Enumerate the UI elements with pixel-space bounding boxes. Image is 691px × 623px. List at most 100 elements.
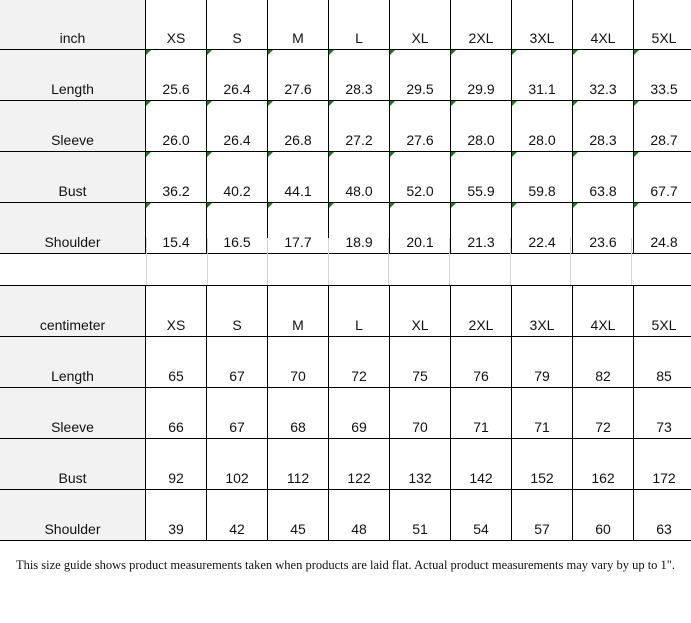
size-header: 4XL — [572, 0, 634, 50]
measurement-value: 132 — [389, 438, 451, 490]
measurement-value: 48.0 — [328, 151, 390, 203]
header-row: centimeter XS S M L XL 2XL 3XL 4XL 5XL — [0, 285, 691, 337]
measurement-value: 26.4 — [206, 49, 268, 101]
measurement-value: 28.3 — [328, 49, 390, 101]
size-header: 4XL — [572, 285, 634, 337]
measurement-value: 36.2 — [145, 151, 207, 203]
measurement-value: 44.1 — [267, 151, 329, 203]
measurement-value: 63 — [633, 489, 691, 541]
table-row: Bust 36.2 40.2 44.1 48.0 52.0 55.9 59.8 63.8 67.7 — [0, 151, 691, 203]
measurement-value: 20.1 — [389, 202, 451, 254]
size-header: 5XL — [633, 285, 691, 337]
measurement-value: 28.0 — [511, 100, 573, 152]
measurement-value: 24.8 — [633, 202, 691, 254]
measurement-label: Sleeve — [0, 387, 146, 439]
measurement-value: 31.1 — [511, 49, 573, 101]
size-header: XL — [389, 0, 451, 50]
centimeter-size-table: centimeter XS S M L XL 2XL 3XL 4XL 5XL Length 65 67 7… — [0, 285, 691, 541]
measurement-value: 142 — [450, 438, 512, 490]
gridline — [146, 238, 147, 285]
size-header: S — [206, 0, 268, 50]
measurement-value: 27.6 — [267, 49, 329, 101]
measurement-value: 59.8 — [511, 151, 573, 203]
spacer-row — [0, 238, 691, 285]
table-row: Length 25.6 26.4 27.6 28.3 29.5 29.9 31.1 32.3 33… — [0, 49, 691, 101]
measurement-value: 67.7 — [633, 151, 691, 203]
measurement-label: Bust — [0, 438, 146, 490]
gridline — [327, 238, 329, 285]
size-header: XS — [145, 0, 207, 50]
measurement-value: 28.0 — [450, 100, 512, 152]
measurement-value: 85 — [633, 336, 691, 388]
measurement-value: 172 — [633, 438, 691, 490]
size-header: 2XL — [450, 285, 512, 337]
measurement-value: 28.7 — [633, 100, 691, 152]
measurement-value: 75 — [389, 336, 451, 388]
measurement-value: 40.2 — [206, 151, 268, 203]
size-header: 3XL — [511, 0, 573, 50]
size-header: L — [328, 0, 390, 50]
measurement-value: 69 — [328, 387, 390, 439]
measurement-value: 73 — [633, 387, 691, 439]
measurement-value: 92 — [145, 438, 207, 490]
size-header: 2XL — [450, 0, 512, 50]
measurement-value: 52.0 — [389, 151, 451, 203]
table-row: Sleeve 66 67 68 69 70 71 71 72 73 — [0, 387, 691, 439]
measurement-label: Length — [0, 49, 146, 101]
measurement-value: 112 — [267, 438, 329, 490]
size-header: 5XL — [633, 0, 691, 50]
measurement-value: 42 — [206, 489, 268, 541]
measurement-value: 63.8 — [572, 151, 634, 203]
table-row: Length 65 67 70 72 75 76 79 82 85 — [0, 336, 691, 388]
measurement-value: 22.4 — [511, 202, 573, 254]
measurement-value: 29.5 — [389, 49, 451, 101]
size-guide-note: This size guide shows product measuremen… — [15, 558, 676, 572]
measurement-value: 16.5 — [206, 202, 268, 254]
table-row: Bust 92 102 112 122 132 142 152 162 172 — [0, 438, 691, 490]
measurement-value: 152 — [511, 438, 573, 490]
measurement-value: 33.5 — [633, 49, 691, 101]
measurement-value: 67 — [206, 387, 268, 439]
size-header: 3XL — [511, 285, 573, 337]
table-row: Sleeve 26.0 26.4 26.8 27.2 27.6 28.0 28.0 28.3 28… — [0, 100, 691, 152]
size-header: M — [267, 0, 329, 50]
gridline — [206, 238, 208, 285]
measurement-value: 71 — [450, 387, 512, 439]
measurement-label: Shoulder — [0, 489, 146, 541]
measurement-value: 72 — [328, 336, 390, 388]
measurement-value: 162 — [572, 438, 634, 490]
measurement-value: 51 — [389, 489, 451, 541]
inch-size-table: inch XS S M L XL 2XL 3XL 4XL 5XL Length 25.6 26.4 27.… — [0, 0, 691, 254]
measurement-value: 27.6 — [389, 100, 451, 152]
gridline — [388, 238, 390, 285]
size-header: M — [267, 285, 329, 337]
measurement-label: Bust — [0, 151, 146, 203]
table-row: Shoulder 39 42 45 48 51 54 57 60 63 — [0, 489, 691, 541]
measurement-value: 39 — [145, 489, 207, 541]
gridline — [449, 238, 450, 285]
measurement-value: 29.9 — [450, 49, 512, 101]
measurement-value: 26.8 — [267, 100, 329, 152]
measurement-value: 27.2 — [328, 100, 390, 152]
measurement-label: Sleeve — [0, 100, 146, 152]
measurement-value: 72 — [572, 387, 634, 439]
measurement-value: 67 — [206, 336, 268, 388]
gridline — [267, 238, 269, 285]
gridline — [509, 238, 511, 285]
measurement-value: 122 — [328, 438, 390, 490]
measurement-value: 26.0 — [145, 100, 207, 152]
measurement-value: 26.4 — [206, 100, 268, 152]
measurement-value: 60 — [572, 489, 634, 541]
table-row: Shoulder 15.4 16.5 17.7 18.9 20.1 21.3 22.4 23.6… — [0, 202, 691, 254]
measurement-value: 48 — [328, 489, 390, 541]
measurement-value: 15.4 — [145, 202, 207, 254]
measurement-value: 82 — [572, 336, 634, 388]
measurement-value: 18.9 — [328, 202, 390, 254]
header-row: inch XS S M L XL 2XL 3XL 4XL 5XL — [0, 0, 691, 50]
size-header: S — [206, 285, 268, 337]
measurement-value: 68 — [267, 387, 329, 439]
measurement-value: 76 — [450, 336, 512, 388]
measurement-label: Shoulder — [0, 202, 146, 254]
measurement-value: 55.9 — [450, 151, 512, 203]
size-header: L — [328, 285, 390, 337]
